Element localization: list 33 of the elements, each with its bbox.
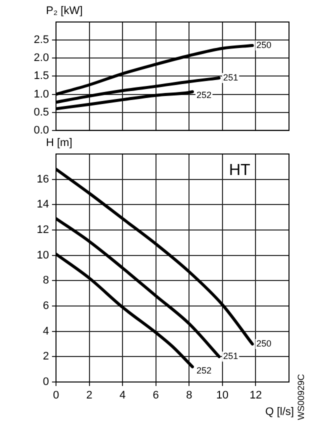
y-axis-title: P₂ [kW] xyxy=(46,5,83,17)
series-label: 252 xyxy=(196,365,212,376)
x-tick-label: 2 xyxy=(86,390,92,402)
x-axis-title: Q [l/s] xyxy=(265,406,294,418)
y-tick-label: 8 xyxy=(42,274,49,287)
y-tick-label: 1.5 xyxy=(34,70,49,82)
y-tick-label: 0.0 xyxy=(34,124,49,136)
x-tick-label: 6 xyxy=(152,390,159,402)
x-tick-label: 0 xyxy=(52,390,60,402)
y-tick-label: 1.0 xyxy=(34,88,49,100)
y-axis-title: H [m] xyxy=(46,137,72,149)
x-tick-label: 4 xyxy=(120,390,126,402)
y-tick-label: 6 xyxy=(42,300,49,312)
y-tick-label: 2.5 xyxy=(34,34,49,46)
series-label: 251 xyxy=(223,351,238,362)
annotation: HT xyxy=(229,162,250,180)
series-label: 250 xyxy=(256,338,272,348)
y-tick-label: 16 xyxy=(36,173,49,186)
x-tick-label: 12 xyxy=(250,390,262,402)
y-tick-label: 0 xyxy=(42,376,49,388)
y-tick-label: 4 xyxy=(42,325,49,338)
series-label: 251 xyxy=(223,72,238,82)
y-tick-label: 12 xyxy=(36,224,49,236)
x-tick-label: 8 xyxy=(186,390,192,402)
y-tick-label: 2 xyxy=(42,350,49,363)
y-tick-label: 10 xyxy=(36,249,49,262)
text: WS00929C xyxy=(296,374,306,420)
y-tick-label: 0.5 xyxy=(34,106,49,118)
series-label: 252 xyxy=(196,90,212,100)
series-label: 250 xyxy=(256,40,272,50)
y-tick-label: 2.0 xyxy=(34,52,49,64)
x-tick-label: 10 xyxy=(216,390,229,402)
y-tick-label: 14 xyxy=(36,198,49,211)
